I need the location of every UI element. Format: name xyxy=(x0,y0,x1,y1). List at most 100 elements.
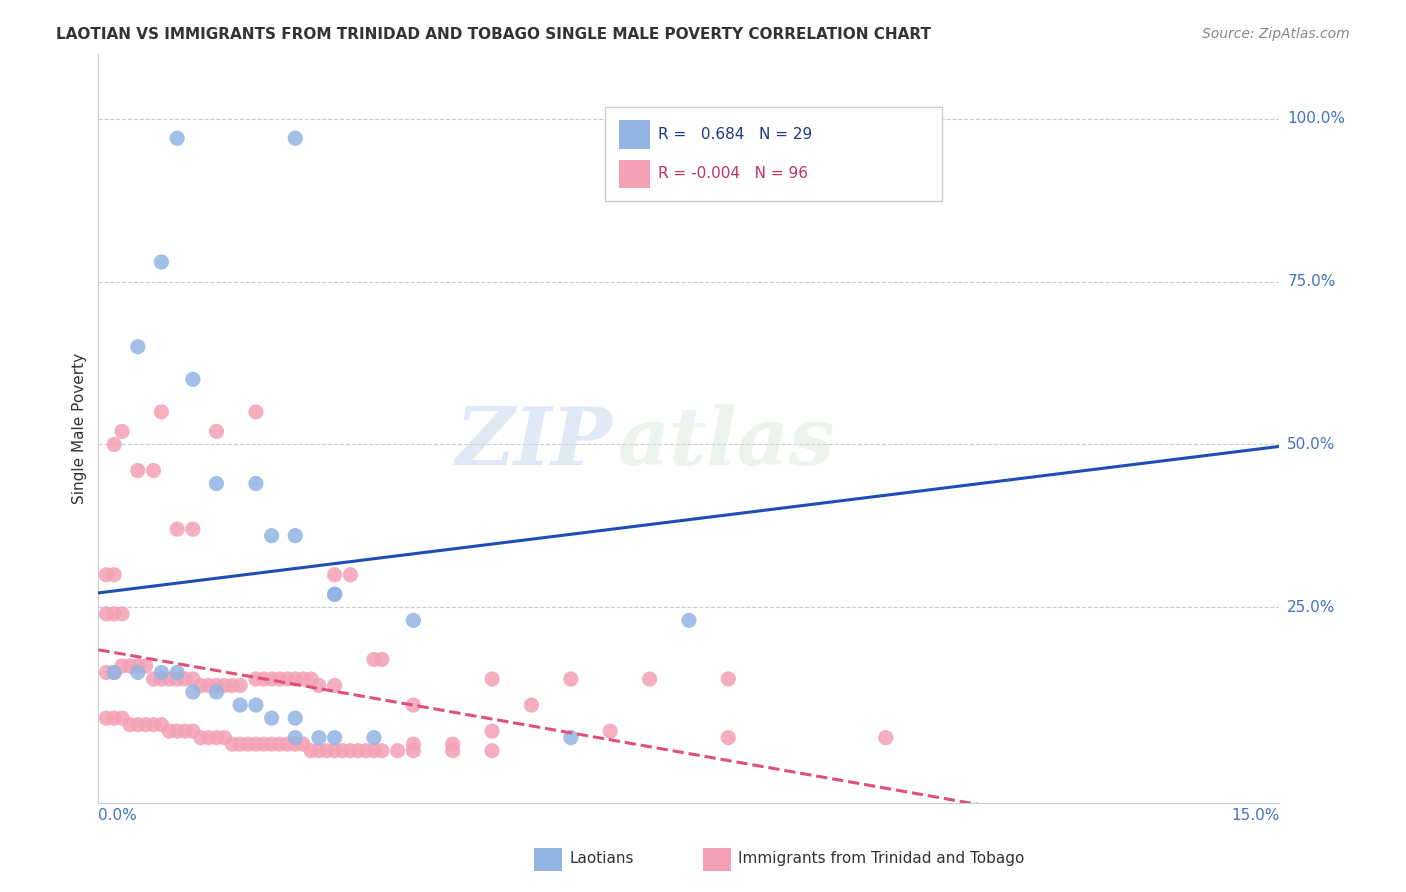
Point xyxy=(269,672,291,686)
Point xyxy=(678,613,700,627)
Point xyxy=(221,737,243,751)
Text: Laotians: Laotians xyxy=(569,852,634,866)
Point xyxy=(127,659,149,673)
Point xyxy=(371,652,394,666)
Point xyxy=(323,731,346,745)
Point xyxy=(260,711,283,725)
Point xyxy=(181,724,204,739)
Text: Source: ZipAtlas.com: Source: ZipAtlas.com xyxy=(1202,27,1350,41)
Point xyxy=(229,698,252,712)
Point xyxy=(221,679,243,693)
Point xyxy=(276,737,298,751)
Point xyxy=(118,659,141,673)
Point xyxy=(284,529,307,543)
Point xyxy=(127,665,149,680)
Point xyxy=(323,744,346,758)
Point xyxy=(441,737,464,751)
Point xyxy=(354,744,377,758)
Text: 50.0%: 50.0% xyxy=(1288,437,1336,452)
Text: 25.0%: 25.0% xyxy=(1288,599,1336,615)
Point xyxy=(875,731,897,745)
Point xyxy=(96,665,118,680)
Point xyxy=(174,724,197,739)
Point xyxy=(717,731,740,745)
Point xyxy=(284,131,307,145)
Point xyxy=(103,665,125,680)
Point xyxy=(339,744,361,758)
Point xyxy=(205,731,228,745)
Point xyxy=(142,672,165,686)
Point xyxy=(269,737,291,751)
Point xyxy=(481,672,503,686)
Point xyxy=(308,679,330,693)
Point xyxy=(299,672,322,686)
Point xyxy=(111,607,134,621)
Point xyxy=(245,405,267,419)
Point xyxy=(371,744,394,758)
Text: ZIP: ZIP xyxy=(456,404,612,482)
Point xyxy=(103,665,125,680)
Point xyxy=(96,711,118,725)
Point xyxy=(190,679,212,693)
Point xyxy=(181,672,204,686)
Point xyxy=(214,679,236,693)
Point xyxy=(142,717,165,731)
Point xyxy=(103,437,125,451)
Point xyxy=(363,652,385,666)
Point xyxy=(402,737,425,751)
Point xyxy=(308,731,330,745)
Point xyxy=(229,737,252,751)
Point xyxy=(205,425,228,439)
Point xyxy=(150,717,173,731)
Point xyxy=(323,587,346,601)
Point xyxy=(181,372,204,386)
Point xyxy=(190,731,212,745)
Point xyxy=(402,613,425,627)
Text: 100.0%: 100.0% xyxy=(1288,112,1346,126)
Point xyxy=(181,522,204,536)
Point xyxy=(96,567,118,582)
Point xyxy=(135,717,157,731)
Point xyxy=(181,685,204,699)
Point xyxy=(111,711,134,725)
Point xyxy=(323,567,346,582)
Point xyxy=(284,737,307,751)
Text: 0.0%: 0.0% xyxy=(98,808,138,823)
Point xyxy=(363,731,385,745)
Point xyxy=(308,744,330,758)
Point xyxy=(166,665,188,680)
Point xyxy=(197,731,219,745)
Point xyxy=(127,717,149,731)
Point xyxy=(157,724,180,739)
Point xyxy=(363,744,385,758)
Point xyxy=(260,737,283,751)
Point xyxy=(875,131,897,145)
Point xyxy=(197,679,219,693)
Point xyxy=(150,405,173,419)
Point xyxy=(96,607,118,621)
Point xyxy=(347,744,370,758)
Point xyxy=(441,744,464,758)
Point xyxy=(236,737,259,751)
Point xyxy=(245,737,267,751)
Point xyxy=(323,679,346,693)
Point xyxy=(205,476,228,491)
Point xyxy=(103,567,125,582)
Point xyxy=(150,255,173,269)
Point xyxy=(284,711,307,725)
Point xyxy=(284,731,307,745)
Point xyxy=(299,744,322,758)
Point xyxy=(402,698,425,712)
Point xyxy=(245,698,267,712)
Point xyxy=(276,672,298,686)
Point xyxy=(135,659,157,673)
Point xyxy=(229,679,252,693)
Text: atlas: atlas xyxy=(619,404,835,482)
Point xyxy=(560,672,582,686)
Point xyxy=(166,522,188,536)
Point xyxy=(520,698,543,712)
Point xyxy=(260,529,283,543)
Point xyxy=(260,672,283,686)
Point xyxy=(118,717,141,731)
Text: R = -0.004   N = 96: R = -0.004 N = 96 xyxy=(658,167,808,181)
